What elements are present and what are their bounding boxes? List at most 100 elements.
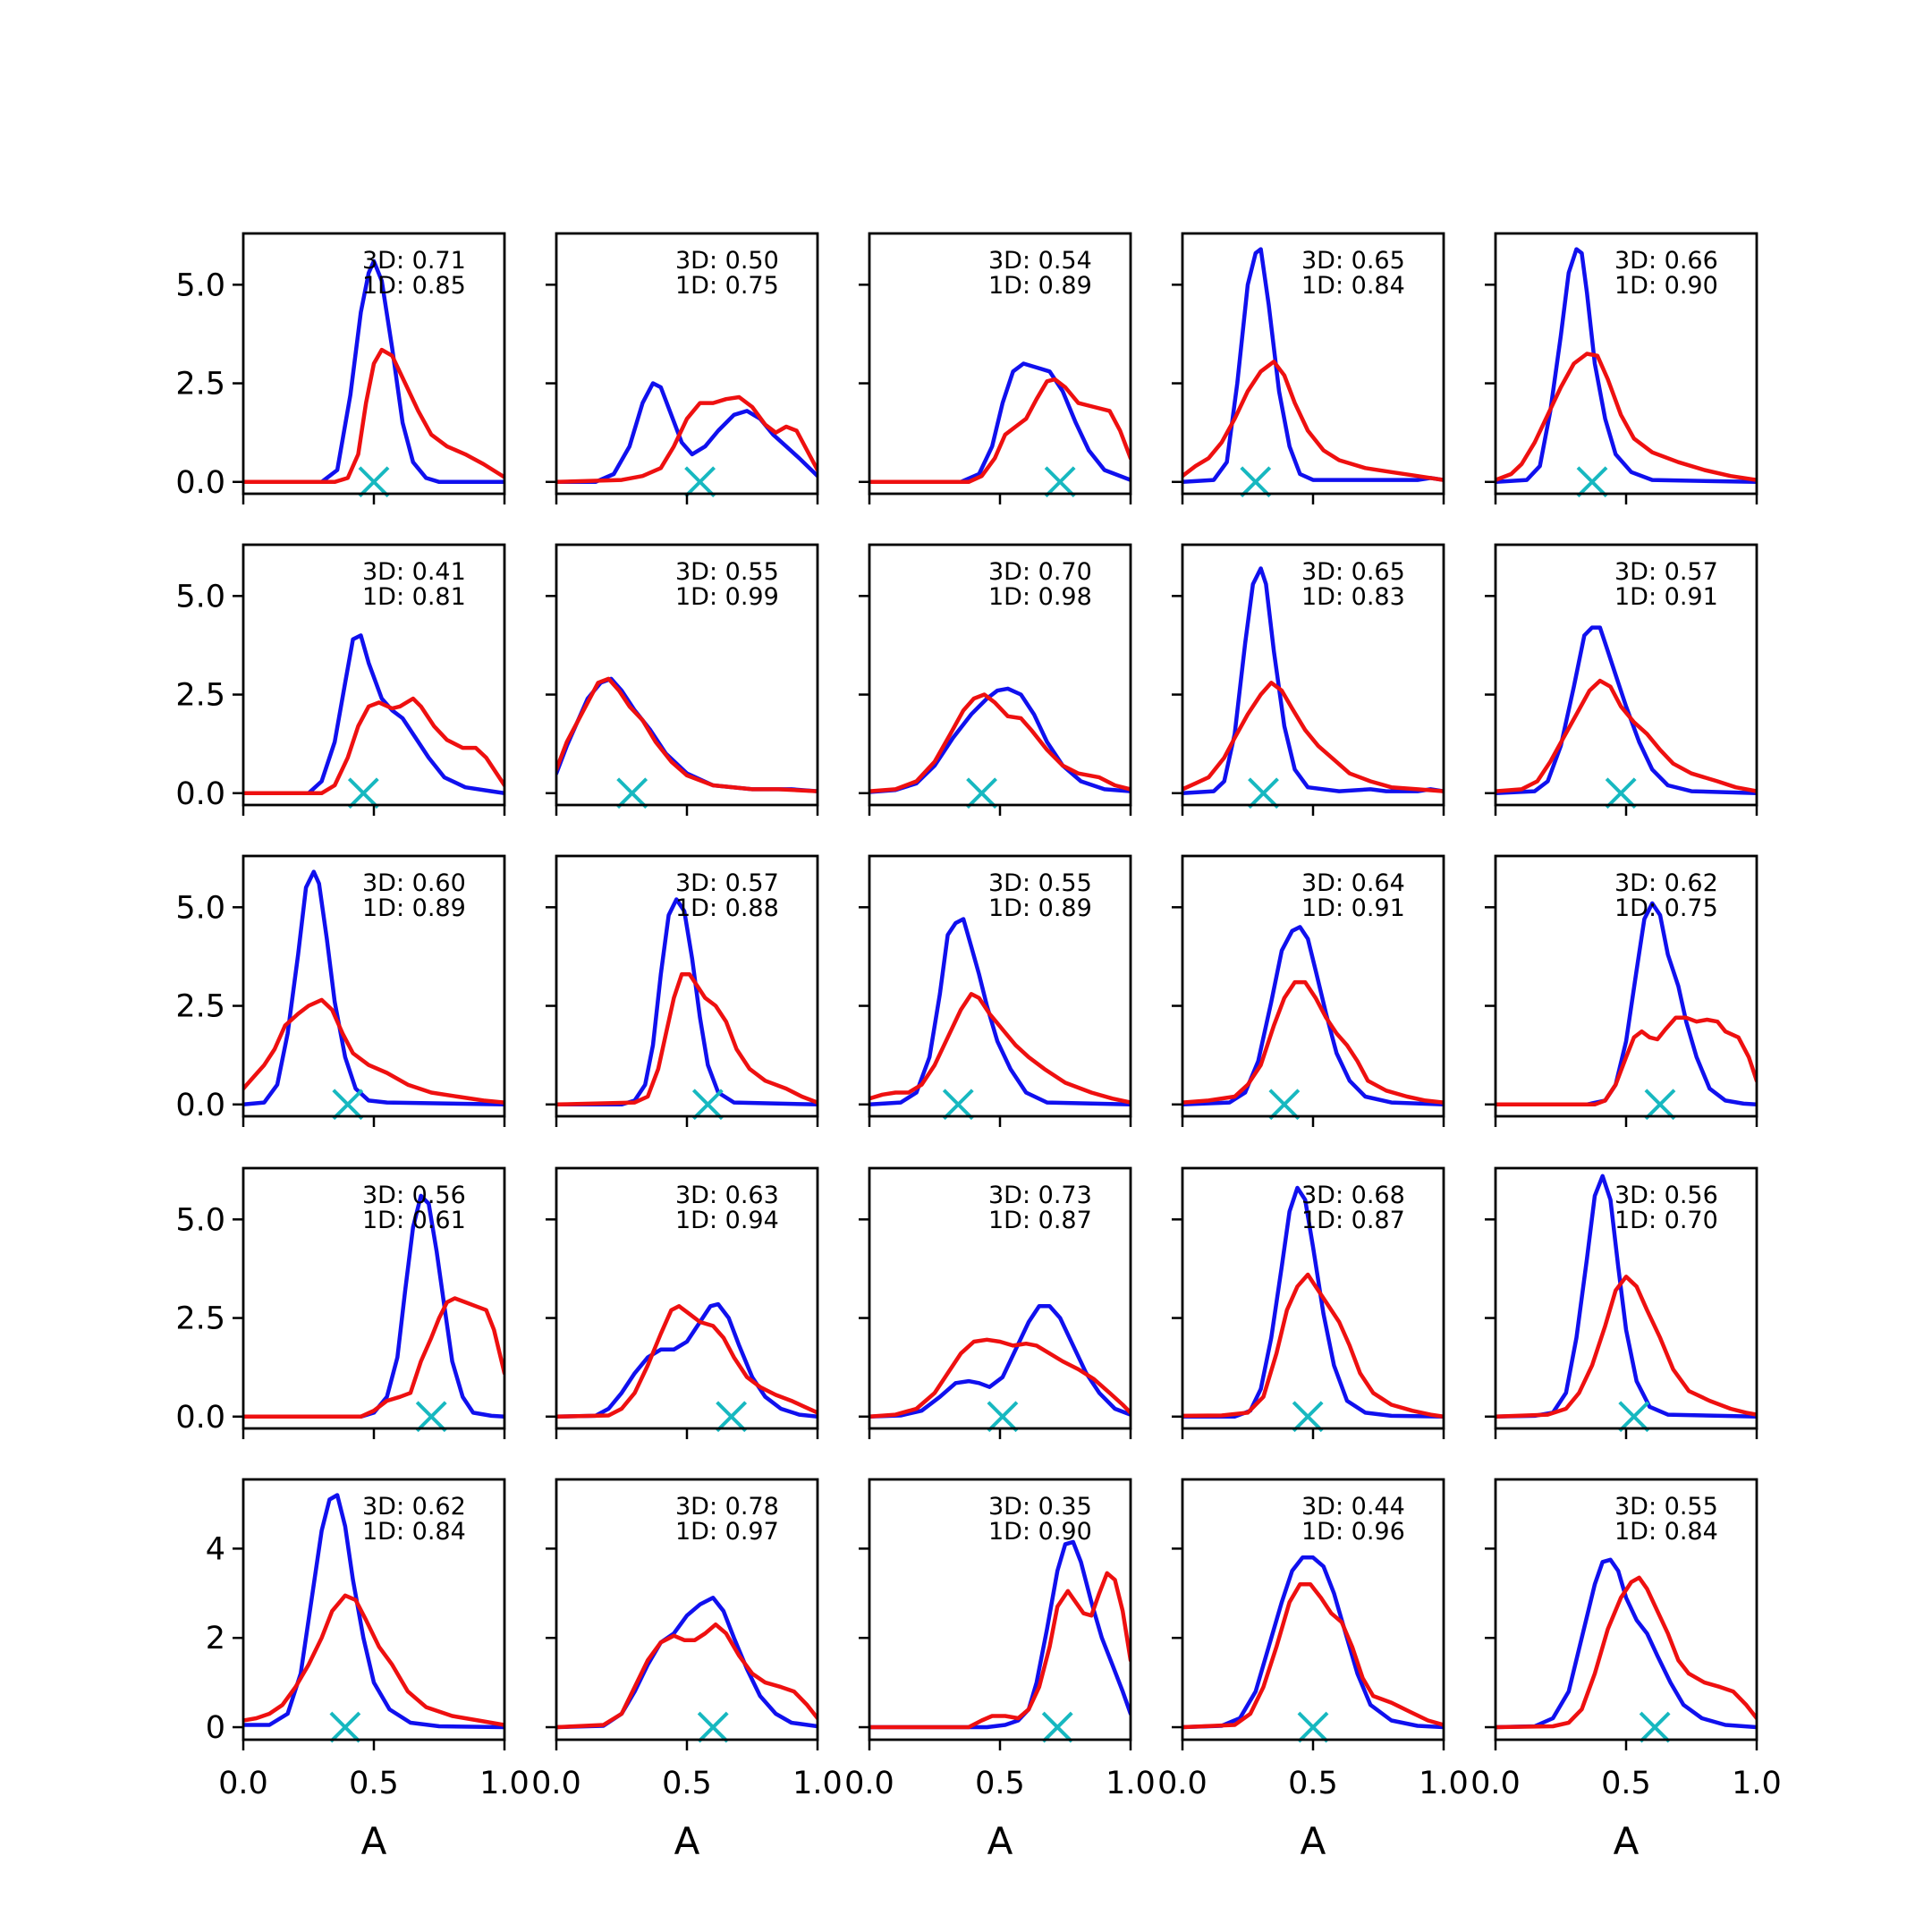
series-1d-line xyxy=(243,1296,504,1419)
series-3d-line xyxy=(243,258,504,485)
annotation-3d: 3D: 0.55 xyxy=(675,558,779,586)
annotation-3d: 3D: 0.60 xyxy=(362,869,466,897)
series-3d-line xyxy=(869,1304,1131,1419)
x-tick-label: 0.5 xyxy=(1601,1766,1651,1801)
series-1d-line xyxy=(869,992,1131,1105)
marker-stroke xyxy=(1297,1711,1329,1743)
marker-stroke xyxy=(1576,466,1608,498)
annotation-3d: 3D: 0.64 xyxy=(1301,869,1405,897)
y-tick-label: 0.0 xyxy=(175,776,225,812)
series-1d-line xyxy=(556,394,818,485)
true-value-marker xyxy=(1044,466,1076,498)
annotation-1d: 1D: 0.88 xyxy=(675,894,779,922)
annotation-1d: 1D: 0.61 xyxy=(362,1207,466,1234)
series-3d-line xyxy=(869,686,1131,794)
x-tick-label: 0.5 xyxy=(975,1766,1025,1801)
true-value-marker xyxy=(358,466,390,498)
marker-stroke xyxy=(1644,1089,1676,1121)
true-value-marker xyxy=(684,466,716,498)
x-tick-label: 1.0 xyxy=(1732,1766,1782,1801)
series-1d-line xyxy=(1182,681,1444,793)
true-value-marker xyxy=(1618,1401,1650,1433)
x-tick-label: 0.0 xyxy=(1470,1766,1521,1801)
annotation-3d: 3D: 0.66 xyxy=(1614,247,1718,275)
marker-stroke xyxy=(684,466,716,498)
true-value-marker xyxy=(1292,1401,1324,1433)
series-1d-line xyxy=(243,997,504,1105)
series-1d-line xyxy=(556,1622,818,1730)
series-3d-line xyxy=(869,1539,1131,1730)
annotation-1d: 1D: 0.90 xyxy=(1614,272,1718,300)
series-3d-line xyxy=(243,633,504,796)
annotation-3d: 3D: 0.55 xyxy=(988,869,1092,897)
y-tick-label: 0.0 xyxy=(175,1088,225,1123)
annotation-1d: 1D: 0.81 xyxy=(362,583,466,611)
annotation-3d: 3D: 0.44 xyxy=(1301,1493,1405,1521)
series-3d-line xyxy=(1182,1185,1444,1419)
x-tick-label: 0.0 xyxy=(844,1766,894,1801)
annotation-1d: 1D: 0.91 xyxy=(1301,894,1405,922)
true-value-marker xyxy=(1297,1711,1329,1743)
marker-stroke xyxy=(1268,1089,1301,1121)
marker-stroke xyxy=(942,1089,974,1121)
series-1d-line xyxy=(1182,1272,1444,1419)
annotation-1d: 1D: 0.90 xyxy=(988,1518,1092,1546)
x-axis-label: A xyxy=(674,1819,700,1863)
annotation-1d: 1D: 0.84 xyxy=(1614,1518,1718,1546)
annotation-1d: 1D: 0.75 xyxy=(675,272,779,300)
series-3d-line xyxy=(1182,925,1444,1107)
x-tick-label: 0.5 xyxy=(1288,1766,1338,1801)
series-1d-line xyxy=(869,1337,1131,1419)
x-tick-label: 0.0 xyxy=(218,1766,268,1801)
annotation-3d: 3D: 0.73 xyxy=(988,1182,1092,1209)
marker-stroke xyxy=(616,777,648,809)
y-tick-label: 4 xyxy=(206,1531,225,1567)
true-value-marker xyxy=(616,777,648,809)
true-value-marker xyxy=(987,1401,1019,1433)
true-value-marker xyxy=(716,1401,748,1433)
y-tick-label: 5.0 xyxy=(175,579,225,614)
series-3d-line xyxy=(1496,1557,1757,1730)
marker-stroke xyxy=(1292,1401,1324,1433)
annotation-3d: 3D: 0.35 xyxy=(988,1493,1092,1521)
annotation-1d: 1D: 0.87 xyxy=(1301,1207,1405,1234)
true-value-marker xyxy=(1268,1089,1301,1121)
marker-stroke xyxy=(415,1401,447,1433)
y-tick-label: 2.5 xyxy=(175,367,225,402)
series-1d-line xyxy=(1496,678,1757,793)
annotation-1d: 1D: 0.96 xyxy=(1301,1518,1405,1546)
true-value-marker xyxy=(347,777,379,809)
series-3d-line xyxy=(1496,901,1757,1107)
annotation-3d: 3D: 0.54 xyxy=(988,247,1092,275)
annotation-1d: 1D: 0.84 xyxy=(362,1518,466,1546)
x-tick-label: 1.0 xyxy=(792,1766,843,1801)
annotation-3d: 3D: 0.41 xyxy=(362,558,466,586)
series-3d-line xyxy=(869,361,1131,485)
true-value-marker xyxy=(415,1401,447,1433)
marker-stroke xyxy=(716,1401,748,1433)
annotation-3d: 3D: 0.65 xyxy=(1301,558,1405,586)
series-1d-line xyxy=(243,347,504,485)
marker-stroke xyxy=(1618,1401,1650,1433)
x-axis-label: A xyxy=(1614,1819,1640,1863)
annotation-1d: 1D: 0.70 xyxy=(1614,1207,1718,1234)
series-1d-line xyxy=(556,676,818,793)
marker-stroke xyxy=(987,1401,1019,1433)
series-3d-line xyxy=(556,381,818,485)
annotation-3d: 3D: 0.50 xyxy=(675,247,779,275)
marker-stroke xyxy=(1248,777,1279,809)
